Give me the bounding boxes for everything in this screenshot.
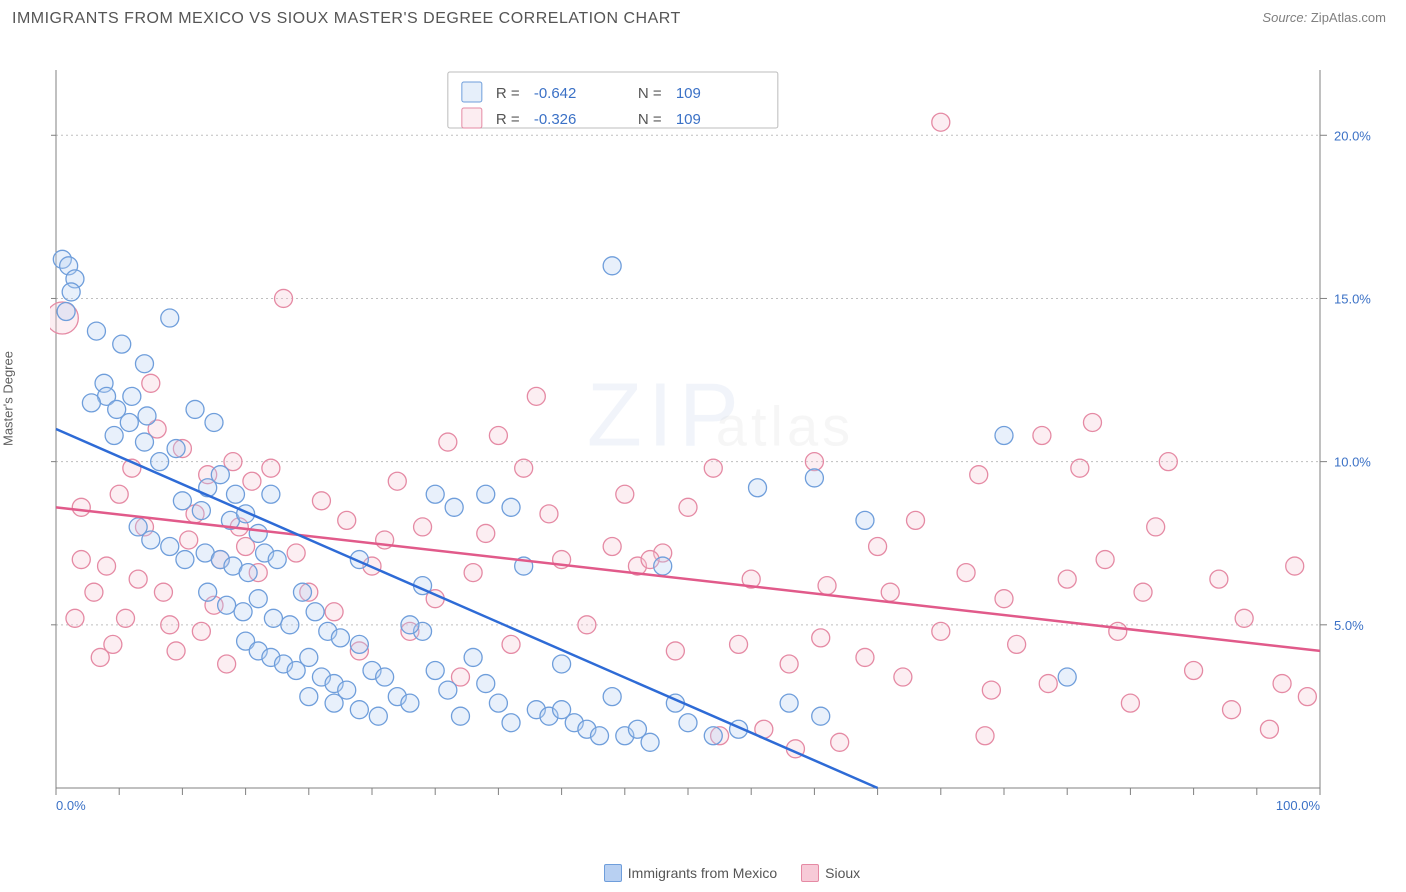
legend-swatch: [604, 864, 622, 882]
svg-text:atlas: atlas: [716, 394, 854, 457]
source-label: Source:: [1262, 10, 1307, 25]
svg-text:20.0%: 20.0%: [1334, 128, 1371, 143]
svg-text:R =: R =: [496, 111, 520, 128]
title-bar: IMMIGRANTS FROM MEXICO VS SIOUX MASTER'S…: [0, 10, 1406, 40]
svg-text:100.0%: 100.0%: [1276, 798, 1321, 813]
svg-text:0.0%: 0.0%: [56, 798, 86, 813]
scatter-plot-svg: ZIPatlas0.0%100.0%5.0%10.0%15.0%20.0%R =…: [50, 58, 1390, 818]
legend-label: Immigrants from Mexico: [628, 865, 777, 881]
svg-text:N =: N =: [638, 111, 662, 128]
chart-container: IMMIGRANTS FROM MEXICO VS SIOUX MASTER'S…: [0, 0, 1406, 892]
source-attribution: Source: ZipAtlas.com: [1262, 10, 1386, 25]
svg-text:15.0%: 15.0%: [1334, 291, 1371, 306]
chart-title: IMMIGRANTS FROM MEXICO VS SIOUX MASTER'S…: [12, 10, 681, 28]
svg-text:5.0%: 5.0%: [1334, 618, 1364, 633]
y-axis-title: Master's Degree: [1, 351, 16, 446]
svg-text:-0.642: -0.642: [534, 85, 577, 102]
svg-text:-0.326: -0.326: [534, 111, 577, 128]
svg-text:N =: N =: [638, 85, 662, 102]
svg-text:109: 109: [676, 111, 701, 128]
plot-area: ZIPatlas0.0%100.0%5.0%10.0%15.0%20.0%R =…: [50, 58, 1390, 818]
legend-swatch: [801, 864, 819, 882]
svg-text:109: 109: [676, 85, 701, 102]
x-axis-legend: Immigrants from Mexico Sioux: [50, 864, 1390, 882]
legend-label: Sioux: [825, 865, 860, 881]
source-name: ZipAtlas.com: [1311, 10, 1386, 25]
svg-text:R =: R =: [496, 85, 520, 102]
svg-text:10.0%: 10.0%: [1334, 455, 1371, 470]
